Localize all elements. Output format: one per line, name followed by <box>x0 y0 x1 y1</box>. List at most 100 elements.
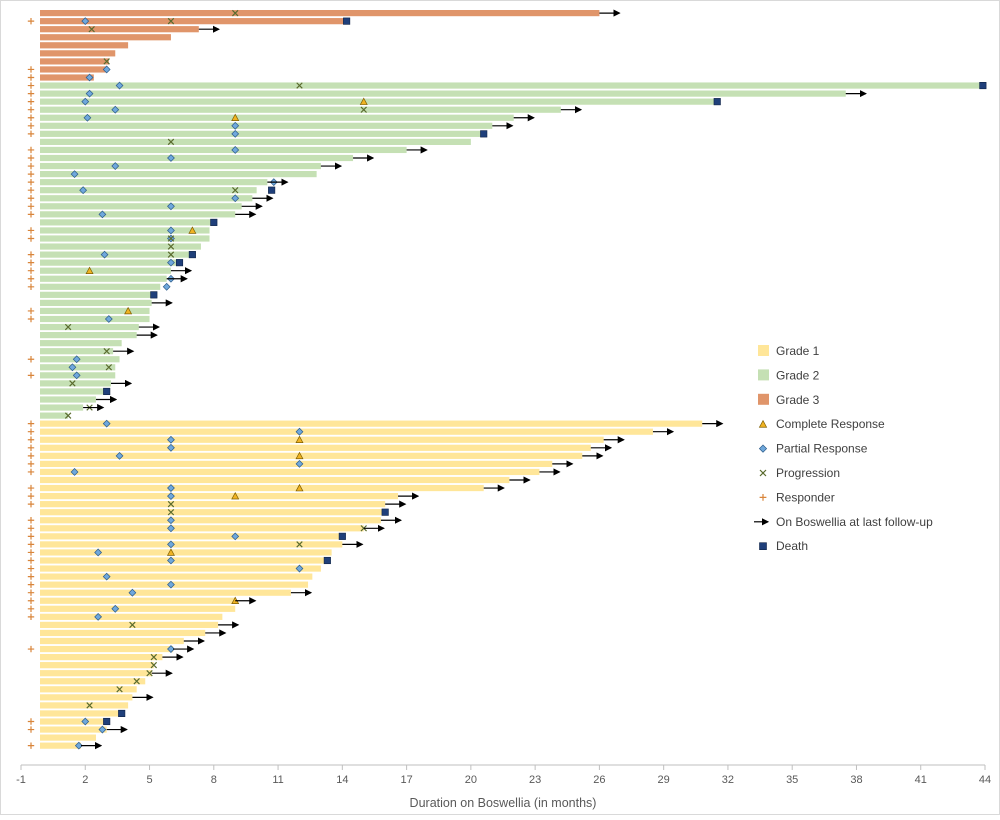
responder-marker <box>27 195 35 202</box>
patient-bar <box>40 162 321 170</box>
patient-bar <box>40 509 386 516</box>
responder-marker <box>27 203 35 210</box>
markers-layer <box>64 9 987 750</box>
partial-response-marker <box>74 741 83 750</box>
patient-bar <box>40 82 983 89</box>
death-marker <box>343 17 351 25</box>
patient-bar <box>40 565 321 572</box>
legend-label-ongoing: On Boswellia at last follow-up <box>776 515 933 529</box>
patient-bar <box>40 557 328 564</box>
progression-marker <box>133 678 140 685</box>
responder-marker <box>27 114 35 121</box>
complete-response-marker <box>124 306 133 315</box>
progression-marker <box>167 500 175 508</box>
patient-bar <box>40 195 253 202</box>
partial-response-marker <box>167 226 175 235</box>
partial-response-marker <box>167 580 175 589</box>
complete-response-marker <box>758 419 768 428</box>
partial-response-marker <box>167 516 175 525</box>
partial-response-marker <box>111 604 120 613</box>
patient-bar <box>40 323 139 331</box>
partial-response-marker <box>295 427 304 436</box>
patient-bar <box>40 251 193 258</box>
responder-marker <box>27 211 35 218</box>
partial-response-marker <box>68 363 77 372</box>
patient-bar <box>40 259 180 266</box>
partial-response-marker <box>167 645 175 653</box>
responder-marker <box>27 162 35 170</box>
x-tick-label: 8 <box>211 774 217 786</box>
legend-label-responder: Responder <box>776 490 835 504</box>
x-tick-label: 11 <box>272 774 283 786</box>
patient-bar <box>40 235 210 242</box>
patient-bar <box>40 203 242 210</box>
responder-marker <box>27 484 35 492</box>
partial-response-marker <box>102 419 111 428</box>
patient-bar <box>40 291 154 298</box>
patient-bar <box>40 171 317 178</box>
progression-marker <box>360 106 367 113</box>
patient-bar <box>40 380 111 387</box>
partial-response-marker <box>98 725 107 734</box>
patient-bar <box>40 404 84 411</box>
responder-marker <box>27 541 35 548</box>
partial-response-marker <box>231 194 240 203</box>
responder-marker <box>27 500 35 508</box>
patient-bar <box>40 275 167 282</box>
responder-marker <box>27 187 35 194</box>
progression-marker <box>69 380 76 387</box>
responder-marker <box>27 613 35 621</box>
responder-marker <box>27 742 35 749</box>
patient-bar <box>40 114 514 121</box>
partial-response-marker <box>98 210 107 219</box>
partial-response-marker <box>100 250 109 259</box>
partial-response-marker <box>111 105 120 114</box>
complete-response-marker <box>231 113 240 121</box>
legend-label-grade1: Grade 1 <box>776 344 820 358</box>
patient-bar <box>40 621 219 628</box>
responder-marker <box>27 605 35 612</box>
partial-response-marker <box>81 17 90 26</box>
patient-bar <box>40 428 653 435</box>
responder-marker <box>27 66 35 73</box>
partial-response-marker <box>167 492 175 500</box>
partial-response-marker <box>231 129 240 138</box>
responder-marker <box>27 259 35 266</box>
patient-bar <box>40 227 210 234</box>
progression-marker <box>167 243 175 250</box>
responder-marker <box>27 589 35 596</box>
responder-marker <box>27 420 35 427</box>
progression-marker <box>167 138 175 146</box>
responder-marker <box>27 122 35 129</box>
progression-marker <box>167 508 175 516</box>
partial-response-marker <box>128 588 137 597</box>
death-marker <box>381 508 389 516</box>
patient-bar <box>40 138 471 145</box>
responder-marker <box>27 428 35 435</box>
progression-marker <box>167 251 175 258</box>
patient-bar <box>40 90 846 97</box>
patient-bar <box>40 702 129 709</box>
x-tick-label: 20 <box>465 774 477 786</box>
patient-bar <box>40 517 381 524</box>
responder-marker <box>27 146 35 154</box>
patient-bar <box>40 243 201 250</box>
partial-response-marker <box>167 435 175 444</box>
patient-bar <box>40 42 129 49</box>
patient-bar <box>40 525 364 532</box>
patient-bar <box>40 388 107 395</box>
bars-layer <box>40 10 983 749</box>
x-tick-label: 44 <box>979 774 991 786</box>
progression-marker <box>231 9 239 17</box>
patient-bar <box>40 501 386 508</box>
patient-bar <box>40 637 184 645</box>
patient-bar <box>40 283 161 290</box>
partial-response-marker <box>231 121 240 130</box>
death-marker <box>188 251 196 259</box>
patient-bar <box>40 629 206 637</box>
x-tick-label: 14 <box>336 774 348 786</box>
x-tick-label: 35 <box>786 774 798 786</box>
legend-label-partial: Partial Response <box>776 442 868 456</box>
partial-response-marker <box>295 564 304 573</box>
